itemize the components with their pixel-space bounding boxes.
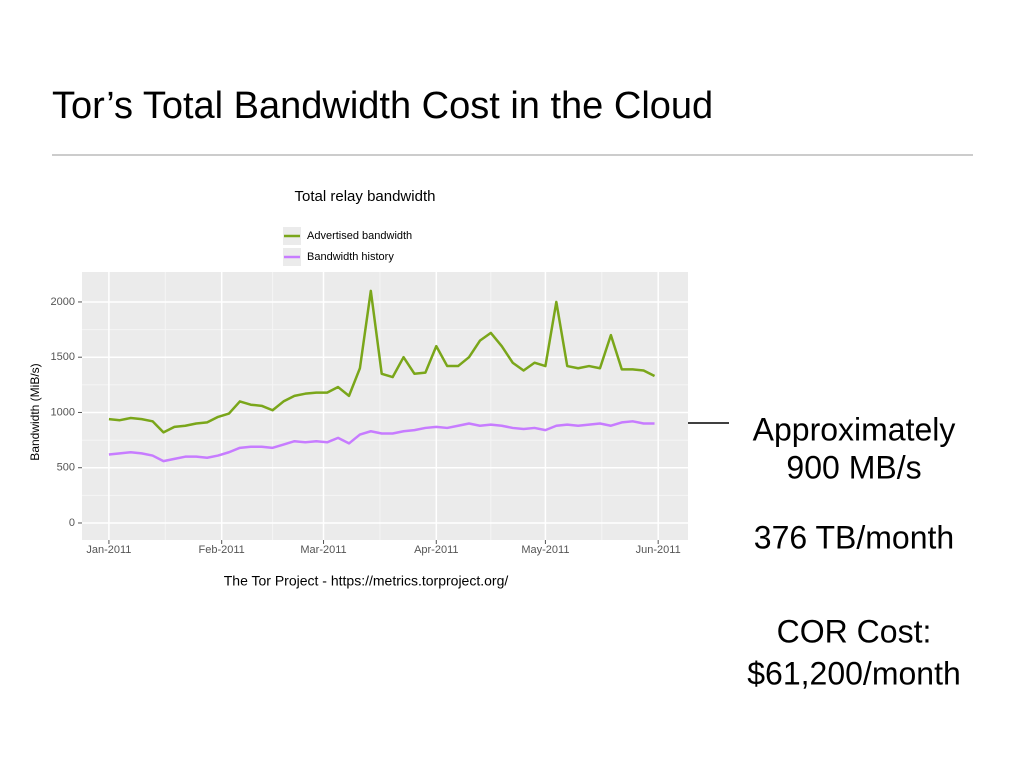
x-tick-label: May-2011	[521, 544, 569, 556]
annotation: $61,200/month	[747, 655, 961, 691]
x-tick-label: Mar-2011	[300, 544, 346, 556]
data-line	[108, 420, 655, 463]
annotation: 376 TB/month	[754, 519, 954, 555]
y-tick-label: 0	[69, 517, 75, 529]
chart-title: Total relay bandwidth	[295, 188, 436, 205]
plot-panel	[82, 272, 688, 540]
legend-label: Advertised bandwidth	[307, 230, 412, 242]
x-tick-label: Feb-2011	[199, 544, 245, 556]
y-tick-label: 1000	[51, 406, 75, 418]
y-tick-label: 2000	[51, 296, 75, 308]
legend-label: Bandwidth history	[307, 251, 394, 263]
slide-title: Tor’s Total Bandwidth Cost in the Cloud	[52, 85, 713, 127]
y-tick-label: 500	[57, 462, 75, 474]
chart-caption: The Tor Project - https://metrics.torpro…	[224, 573, 509, 589]
x-tick-label: Jun-2011	[636, 544, 681, 556]
x-tick-label: Jan-2011	[86, 544, 131, 556]
x-tick-label: Apr-2011	[414, 544, 458, 556]
y-axis-label: Bandwidth (MiB/s)	[28, 363, 42, 460]
annotation: Approximately	[753, 411, 956, 447]
data-line	[108, 289, 656, 434]
y-tick-label: 1500	[51, 351, 75, 363]
annotation: COR Cost:	[777, 613, 932, 649]
legend-box	[280, 224, 450, 270]
annotation: 900 MB/s	[786, 449, 921, 485]
